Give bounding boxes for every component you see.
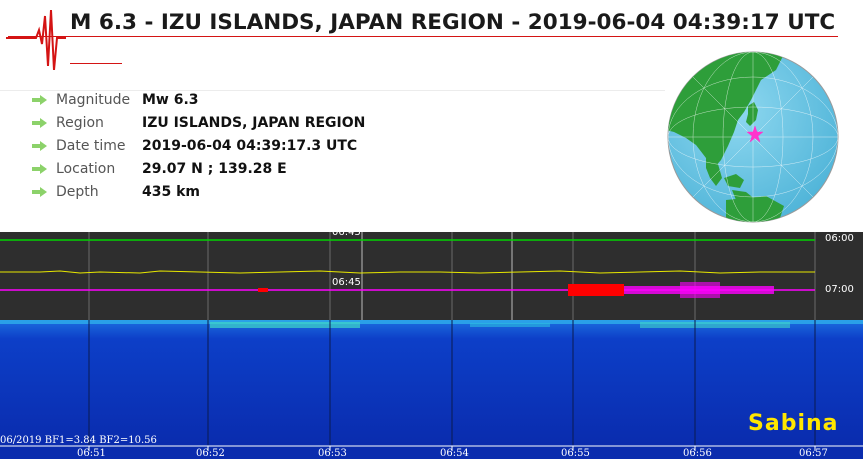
- divider: [0, 90, 665, 91]
- time-tick-label: 06:52: [196, 448, 225, 459]
- spectrogram-image: [0, 320, 863, 459]
- info-value: 29.07 N ; 139.28 E: [142, 161, 287, 177]
- info-value: Mw 6.3: [142, 92, 199, 108]
- heli-inline-label: 06:45: [332, 277, 361, 288]
- land-indochina: [706, 158, 722, 186]
- spectrogram-panel: 06/2019 BF1=3.84 BF2=10.56 Sabina 06:51 …: [0, 320, 863, 459]
- arrow-right-icon: [32, 141, 47, 151]
- info-label: Location: [56, 161, 116, 177]
- info-value: 435 km: [142, 184, 200, 200]
- time-tick-label: 06:55: [561, 448, 590, 459]
- land-australia: [726, 196, 784, 222]
- event-burst: [568, 284, 624, 296]
- info-value: 2019-06-04 04:39:17.3 UTC: [142, 138, 358, 154]
- pink-star-icon: [746, 125, 764, 143]
- time-tick-label: 06:56: [683, 448, 712, 459]
- heli-right-label: 06:00: [825, 233, 854, 244]
- arrow-right-icon: [32, 95, 47, 105]
- info-value: IZU ISLANDS, JAPAN REGION: [142, 115, 366, 131]
- coda-peak: [680, 282, 720, 298]
- helicorder-panel: 06:45 06:45 06:00 07:00: [0, 227, 863, 320]
- arrow-right-icon: [32, 164, 47, 174]
- arrow-right-icon: [32, 118, 47, 128]
- helicorder-traces: [0, 232, 816, 320]
- time-tick-label: 06:54: [440, 448, 469, 459]
- info-label: Magnitude: [56, 92, 131, 108]
- land-asia: [668, 52, 786, 168]
- info-label: Region: [56, 115, 104, 131]
- globe-map: [667, 51, 839, 223]
- title-underline-2: [70, 63, 122, 64]
- spectrogram-caption: 06/2019 BF1=3.84 BF2=10.56: [0, 435, 157, 446]
- page-title: M 6.3 - IZU ISLANDS, JAPAN REGION - 2019…: [70, 10, 836, 35]
- arrow-right-icon: [32, 187, 47, 197]
- land-japan: [746, 102, 758, 126]
- station-watermark: Sabina: [748, 411, 839, 436]
- header: M 6.3 - IZU ISLANDS, JAPAN REGION - 2019…: [0, 0, 863, 91]
- info-label: Date time: [56, 138, 126, 154]
- time-tick-label: 06:53: [318, 448, 347, 459]
- heli-right-label: 07:00: [825, 284, 854, 295]
- event-marker: [258, 288, 268, 292]
- time-tick-label: 06:51: [77, 448, 106, 459]
- time-tick-label: 06:57: [799, 448, 828, 459]
- title-underline: [8, 36, 838, 37]
- info-label: Depth: [56, 184, 99, 200]
- trace-yellow: [0, 270, 815, 274]
- heli-inline-label: 06:45: [332, 227, 361, 238]
- seismogram-logo-icon: [6, 9, 66, 70]
